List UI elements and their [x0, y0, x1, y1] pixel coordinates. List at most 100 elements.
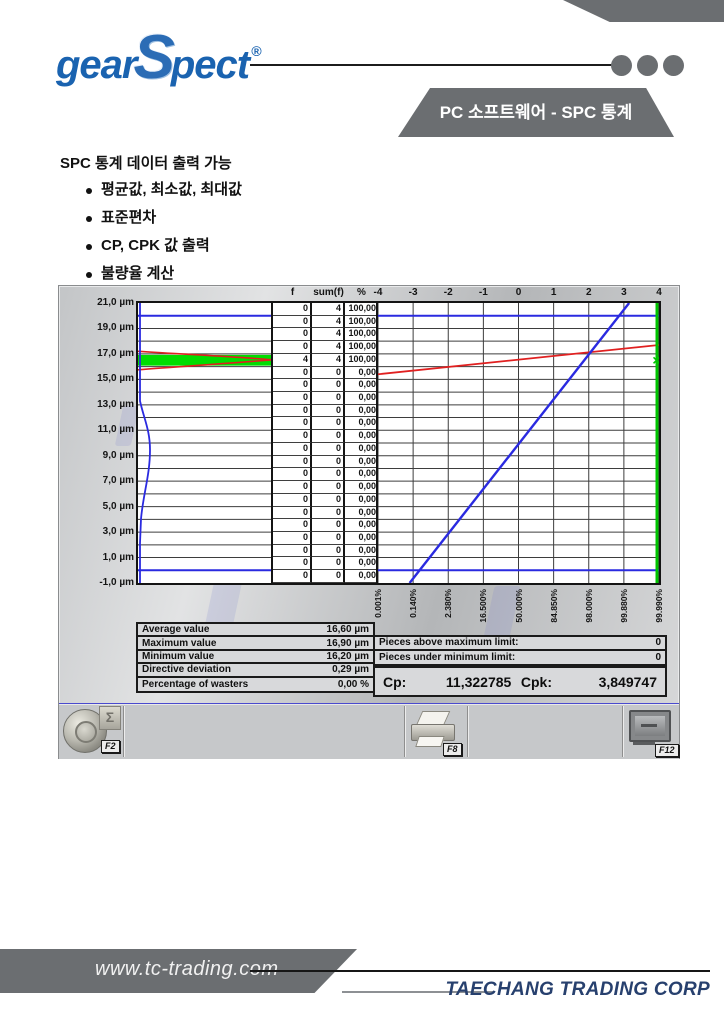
statistics-wheel-icon [63, 709, 107, 753]
probability-tick: 84.850% [548, 589, 559, 623]
intro-bullet: 불량율 계산 [84, 260, 424, 288]
sigma-axis-tick: 4 [656, 287, 662, 298]
cp-value: 11,322785 [445, 673, 512, 690]
y-axis-tick: 7,0 µm [102, 475, 134, 487]
stat-value: 16,60 µm [326, 624, 369, 636]
y-axis-tick: 3,0 µm [102, 526, 134, 538]
probability-tick: 99.880% [618, 589, 629, 623]
freq-cell: 0 [273, 315, 312, 329]
histogram-plot [136, 301, 275, 585]
freq-cell: 0 [312, 442, 345, 456]
freq-cell: 0,00 [345, 544, 378, 558]
header-dot [611, 55, 632, 76]
freq-cell: 0,00 [345, 468, 378, 482]
divider [467, 706, 469, 757]
statistics-f2-button[interactable]: Σ F2 [61, 706, 123, 757]
freq-cell: 0,00 [345, 481, 378, 494]
freq-cell: 0,00 [345, 404, 378, 418]
freq-cell: 4 [312, 341, 345, 354]
freq-cell: 0 [273, 481, 312, 494]
stat-value: 16,90 µm [326, 637, 369, 649]
freq-cell: 0,00 [345, 392, 378, 405]
freq-cell: 0 [273, 392, 312, 405]
y-axis-tick: 9,0 µm [102, 449, 134, 461]
freq-cell: 100,00 [345, 315, 378, 329]
y-axis-tick: 13,0 µm [97, 398, 134, 410]
freq-cell: 0 [312, 404, 345, 418]
f8-key-label: F8 [443, 743, 462, 756]
y-axis-tick: 17,0 µm [97, 347, 134, 359]
freq-cell: 0 [312, 519, 345, 532]
y-axis-tick: 15,0 µm [97, 373, 134, 385]
freq-cell: 0 [273, 417, 312, 431]
sigma-axis-tick: 1 [550, 287, 557, 298]
print-f8-button[interactable]: F8 [409, 706, 471, 757]
freq-cell: 0 [273, 442, 312, 456]
stat-value: 16,20 µm [326, 650, 369, 662]
section-banner-title: PC 소프트웨어 - SPC 통계 [439, 103, 633, 122]
freq-cell: 0 [273, 493, 312, 507]
limit-row: Pieces under minimum limit: 0 [375, 651, 665, 665]
freq-cell: 0 [273, 531, 312, 545]
exit-f12-button[interactable]: F12 [627, 706, 689, 757]
freq-cell: 0,00 [345, 506, 378, 520]
probability-plot [376, 301, 661, 585]
y-axis-tick: 11,0 µm [97, 424, 134, 436]
freq-cell: 0,00 [345, 366, 378, 380]
column-header-sumf: sum(f) [313, 287, 344, 298]
probability-tick: 50.000% [513, 589, 524, 623]
stat-value: 0,29 µm [332, 664, 369, 676]
freq-cell: 0 [273, 341, 312, 354]
freq-cell: 0 [312, 570, 345, 583]
freq-cell: 0,00 [345, 455, 378, 469]
sigma-axis-tick: 3 [621, 287, 627, 298]
f12-key-label: F12 [655, 744, 679, 757]
freq-cell: 100,00 [345, 328, 378, 342]
freq-cell: 0 [273, 404, 312, 418]
header-dot [637, 55, 658, 76]
freq-cell: 0 [273, 468, 312, 482]
stat-row: Directive deviation 0,29 µm [138, 664, 373, 678]
freq-cell: 0 [312, 557, 345, 571]
intro-bullet: 평균값, 최소값, 최대값 [84, 176, 424, 204]
intro-bullet: 표준편차 [84, 204, 424, 232]
freq-cell: 0 [312, 531, 345, 545]
freq-cell: 0 [312, 392, 345, 405]
freq-cell: 0,00 [345, 442, 378, 456]
header-rule [250, 64, 612, 66]
freq-cell: 100,00 [345, 341, 378, 354]
stat-label: Percentage of wasters [142, 678, 249, 690]
statistics-table: Average value 16,60 µm Maximum value 16,90 … [136, 622, 375, 693]
freq-cell: 4 [312, 315, 345, 329]
limit-label: Pieces under minimum limit: [379, 651, 516, 663]
corner-decoration [563, 0, 724, 22]
freq-cell: 0,00 [345, 570, 378, 583]
sigma-axis-tick: -1 [478, 287, 488, 298]
stat-value: 0,00 % [337, 678, 369, 690]
sigma-axis-tick: -4 [373, 287, 383, 298]
freq-cell: 0 [273, 544, 312, 558]
freq-cell: 4 [312, 303, 345, 316]
freq-cell: 0 [273, 455, 312, 469]
freq-cell: 0,00 [345, 557, 378, 571]
y-axis-tick: 21,0 µm [97, 297, 134, 308]
intro-title: SPC 통계 데이터 출력 가능 [60, 155, 232, 172]
y-axis-tick: 19,0 µm [97, 322, 134, 334]
exit-monitor-icon [629, 710, 671, 742]
freq-cell: 0,00 [345, 531, 378, 545]
website-url: www.tc-trading.com [95, 958, 279, 980]
freq-cell: 0 [312, 493, 345, 507]
divider [622, 706, 624, 757]
y-axis-tick: 5,0 µm [102, 500, 134, 512]
freq-cell: 0 [312, 366, 345, 380]
y-axis-tick: -1,0 µm [99, 577, 134, 588]
freq-cell: 0 [273, 366, 312, 380]
limit-counters-table: Pieces above maximum limit: 0 Pieces under… [373, 635, 667, 666]
freq-cell: 0 [312, 379, 345, 393]
logo-big-s: S [133, 23, 175, 92]
limit-value: 0 [655, 651, 661, 663]
freq-cell: 4 [312, 353, 345, 367]
sigma-axis-tick: 2 [585, 287, 592, 298]
footer-rule-dark [250, 970, 710, 972]
